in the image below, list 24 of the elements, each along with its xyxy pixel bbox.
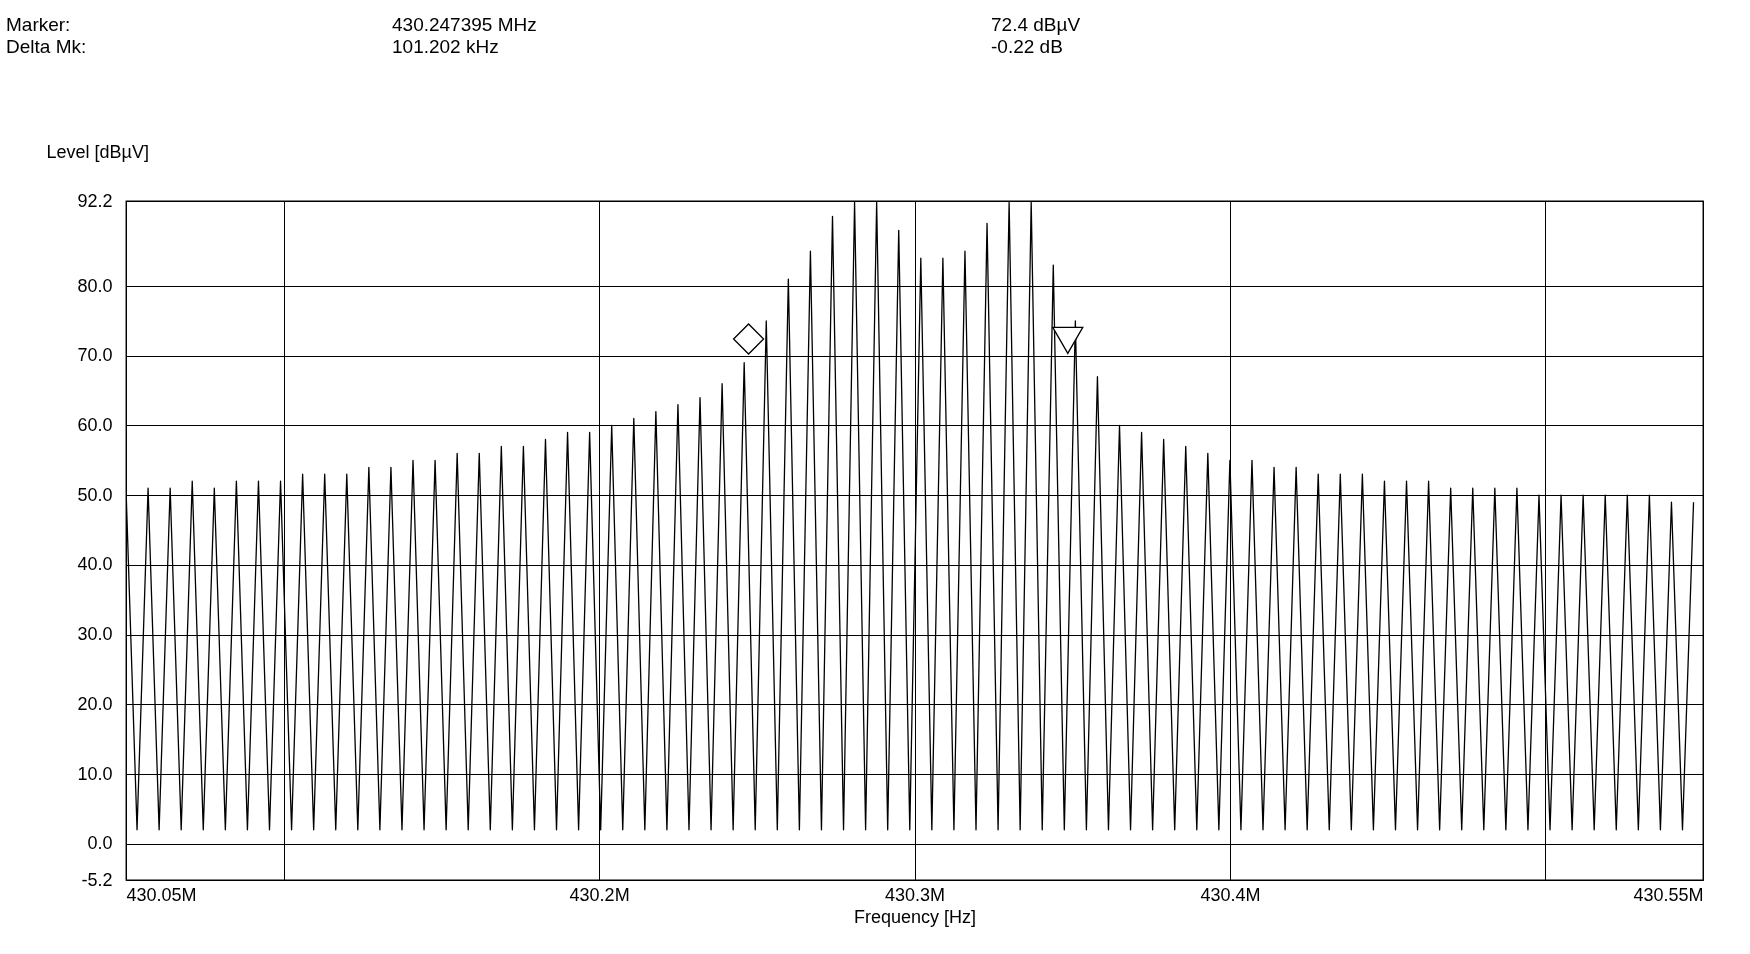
- x-tick-label: 430.2M: [569, 884, 630, 905]
- text: 430.247395 MHz: [392, 14, 537, 35]
- text: 72.4 dBµV: [991, 14, 1081, 35]
- text: Marker:: [6, 14, 71, 35]
- y-tick-label: -5.2: [81, 869, 113, 890]
- y-tick-label: 10.0: [77, 763, 113, 784]
- x-tick-label: 430.05M: [126, 884, 197, 905]
- y-tick-label: 50.0: [77, 484, 113, 505]
- y-tick-label: 40.0: [77, 554, 113, 575]
- y-tick-label: 92.2: [77, 190, 113, 211]
- text: 101.202 kHz: [392, 36, 499, 57]
- y-tick-label: 60.0: [77, 414, 113, 435]
- x-tick-label: 430.4M: [1200, 884, 1261, 905]
- text: -0.22 dB: [991, 36, 1063, 57]
- y-tick-label: 0.0: [87, 833, 113, 854]
- y-tick-label: 70.0: [77, 345, 113, 366]
- x-axis-title: Frequency [Hz]: [853, 906, 977, 927]
- text: Delta Mk:: [6, 36, 87, 57]
- x-tick-label: 430.3M: [884, 884, 946, 905]
- y-tick-label: 80.0: [77, 275, 113, 296]
- y-tick-label: 30.0: [77, 624, 113, 645]
- y-axis-title: Level [dBµV]: [46, 141, 149, 162]
- x-tick-label: 430.55M: [1633, 884, 1704, 905]
- y-tick-label: 20.0: [77, 693, 113, 714]
